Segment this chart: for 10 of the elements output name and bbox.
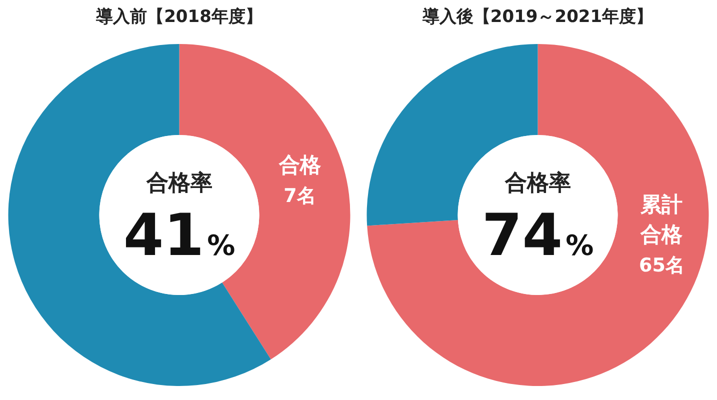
chart-title: 導入前【2018年度】	[95, 7, 262, 27]
text: 合格率	[145, 170, 212, 196]
text: 合格率	[504, 170, 571, 196]
text: 41%	[123, 201, 236, 269]
text: 7名	[284, 184, 316, 207]
slice-label: 合格	[278, 152, 322, 177]
chart-title: 導入後【2019～2021年度】	[421, 7, 654, 27]
text: 74%	[482, 201, 594, 269]
text: 65名	[638, 254, 684, 277]
slice-label: 累計合格	[640, 192, 684, 247]
